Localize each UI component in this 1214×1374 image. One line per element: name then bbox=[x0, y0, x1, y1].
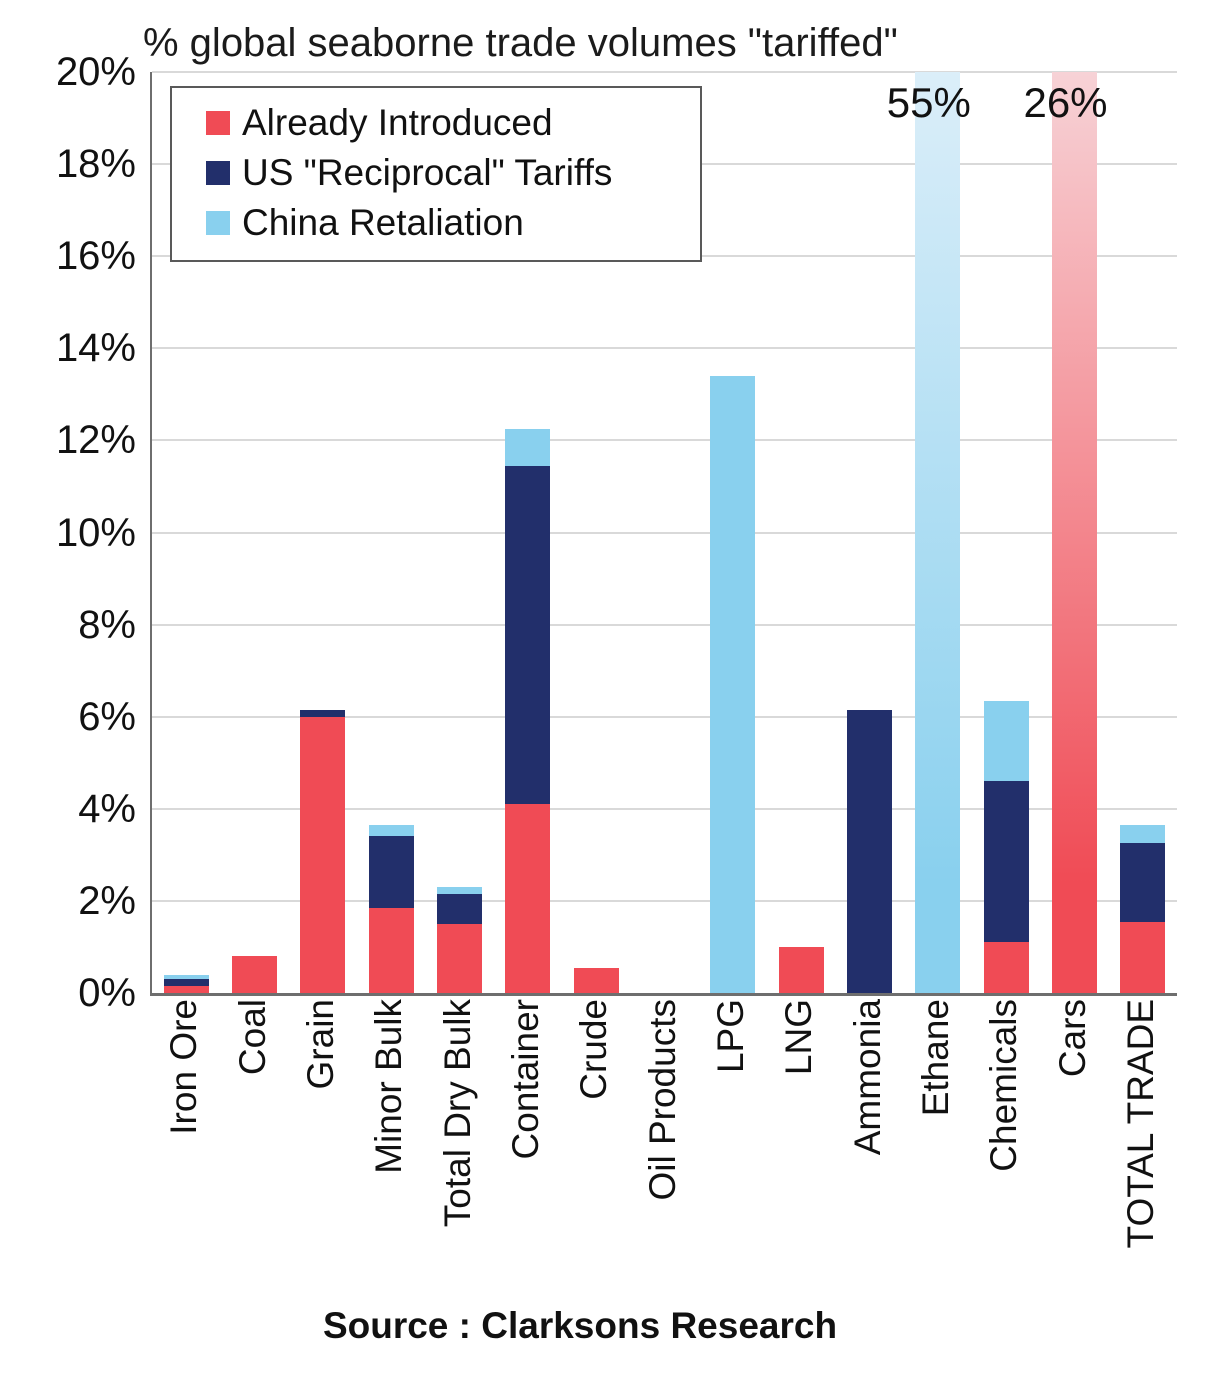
bar-iron-ore bbox=[152, 72, 220, 993]
source-caption: Source : Clarksons Research bbox=[322, 1305, 838, 1346]
annotation-cars: 26% bbox=[1023, 79, 1108, 126]
y-tick-label: 12% bbox=[55, 418, 136, 463]
gridline bbox=[152, 807, 1177, 810]
bar-segment-already-introduced bbox=[983, 942, 1029, 993]
bar-segment-already-introduced bbox=[573, 967, 619, 993]
bar-segment-us-reciprocal-tariffs bbox=[163, 979, 209, 987]
bar-segment-us-reciprocal-tariffs bbox=[300, 709, 346, 717]
y-tick-label: 8% bbox=[78, 602, 136, 647]
plot-area: 55% 26% Already Introduced US "Reciprocal… bbox=[150, 71, 1177, 996]
bar-grain bbox=[289, 72, 357, 993]
bar-segment-us-reciprocal-tariffs bbox=[1120, 843, 1166, 922]
x-axis-label: Cars bbox=[1051, 999, 1093, 1078]
bars-layer bbox=[152, 72, 1177, 993]
bar-segment-already-introduced bbox=[1051, 72, 1097, 993]
legend-swatch-us-reciprocal-tariffs-icon bbox=[206, 161, 230, 185]
x-axis-label: Iron Ore bbox=[163, 999, 205, 1135]
bar-segment-us-reciprocal-tariffs bbox=[983, 781, 1029, 943]
y-tick-label: 4% bbox=[78, 786, 136, 831]
y-tick-label: 0% bbox=[78, 971, 136, 1015]
bar-segment-already-introduced bbox=[231, 956, 277, 993]
legend-swatch-china-retaliation-icon bbox=[206, 211, 230, 235]
gridline bbox=[152, 715, 1177, 718]
bar-cars bbox=[1040, 72, 1108, 993]
x-axis-label: Grain bbox=[299, 999, 341, 1090]
x-axis-label: Ethane bbox=[914, 999, 956, 1117]
x-axis-label: LPG bbox=[709, 999, 751, 1074]
legend-label: Already Introduced bbox=[242, 102, 553, 143]
legend-label: US "Reciprocal" Tariffs bbox=[242, 152, 613, 193]
bar-segment-already-introduced bbox=[1120, 921, 1166, 993]
legend-label: China Retaliation bbox=[242, 202, 524, 243]
x-axis-label: Container bbox=[504, 999, 546, 1160]
bar-total-dry-bulk bbox=[425, 72, 493, 993]
bar-segment-already-introduced bbox=[778, 946, 824, 993]
bar-lpg bbox=[699, 72, 767, 993]
gridline bbox=[152, 531, 1177, 534]
y-tick-label: 6% bbox=[78, 694, 136, 739]
bar-segment-already-introduced bbox=[505, 804, 551, 993]
gridline bbox=[152, 623, 1177, 626]
bar-segment-china-retaliation bbox=[1120, 824, 1166, 844]
bar-container bbox=[494, 72, 562, 993]
gridline bbox=[152, 71, 1177, 73]
bar-segment-china-retaliation bbox=[436, 887, 482, 895]
bar-ammonia bbox=[835, 72, 903, 993]
bar-segment-already-introduced bbox=[368, 907, 414, 993]
bar-segment-already-introduced bbox=[163, 986, 209, 993]
x-axis-label: LNG bbox=[778, 999, 820, 1076]
bar-lng bbox=[767, 72, 835, 993]
bar-ethane bbox=[904, 72, 972, 993]
y-tick-label: 2% bbox=[78, 878, 136, 923]
x-axis-label: Chemicals bbox=[983, 999, 1025, 1172]
bar-segment-china-retaliation bbox=[163, 974, 209, 980]
y-tick-label: 18% bbox=[55, 142, 136, 187]
x-axis-label: Crude bbox=[573, 999, 615, 1100]
x-axis-label: Ammonia bbox=[846, 999, 888, 1156]
chart-title: % global seaborne trade volumes "tariffe… bbox=[143, 21, 898, 65]
annotation-ethane: 55% bbox=[886, 79, 971, 126]
bar-chemicals bbox=[972, 72, 1040, 993]
y-tick-label: 10% bbox=[55, 510, 136, 555]
x-axis-label: Minor Bulk bbox=[368, 999, 410, 1174]
bar-segment-china-retaliation bbox=[915, 72, 961, 993]
legend: Already Introduced US "Reciprocal" Tarif… bbox=[170, 86, 702, 262]
bar-segment-china-retaliation bbox=[368, 824, 414, 837]
bar-crude bbox=[562, 72, 630, 993]
bar-segment-us-reciprocal-tariffs bbox=[368, 836, 414, 908]
bar-segment-china-retaliation bbox=[983, 700, 1029, 782]
gridline bbox=[152, 899, 1177, 902]
legend-item-us-reciprocal-tariffs: US "Reciprocal" Tariffs bbox=[206, 148, 700, 198]
bar-segment-us-reciprocal-tariffs bbox=[505, 465, 551, 805]
gridline bbox=[152, 439, 1177, 442]
legend-item-already-introduced: Already Introduced bbox=[206, 98, 700, 148]
x-axis-label: Total Dry Bulk bbox=[436, 999, 478, 1228]
bar-segment-us-reciprocal-tariffs bbox=[436, 894, 482, 924]
y-tick-label: 20% bbox=[55, 50, 136, 94]
legend-swatch-already-introduced-icon bbox=[206, 111, 230, 135]
gridline bbox=[152, 347, 1177, 350]
bar-total-trade bbox=[1109, 72, 1177, 993]
bar-segment-china-retaliation bbox=[710, 375, 756, 993]
bar-segment-already-introduced bbox=[436, 923, 482, 993]
x-axis-label: Coal bbox=[231, 999, 273, 1076]
y-tick-label: 16% bbox=[55, 234, 136, 279]
y-axis: 0% 2% 4% 6% 8% 10% 12% 14% 16% 18% 20% bbox=[0, 50, 136, 1015]
bar-minor-bulk bbox=[357, 72, 425, 993]
bar-segment-us-reciprocal-tariffs bbox=[846, 709, 892, 993]
x-axis-label: TOTAL TRADE bbox=[1119, 999, 1161, 1249]
y-tick-label: 14% bbox=[55, 326, 136, 371]
legend-item-china-retaliation: China Retaliation bbox=[206, 198, 700, 248]
bar-coal bbox=[220, 72, 288, 993]
bar-segment-already-introduced bbox=[300, 716, 346, 993]
bar-segment-china-retaliation bbox=[505, 428, 551, 466]
x-axis-label: Oil Products bbox=[641, 999, 683, 1201]
x-axis: Iron Ore Coal Grain Minor Bulk Total Dry Bul… bbox=[150, 999, 1175, 1311]
